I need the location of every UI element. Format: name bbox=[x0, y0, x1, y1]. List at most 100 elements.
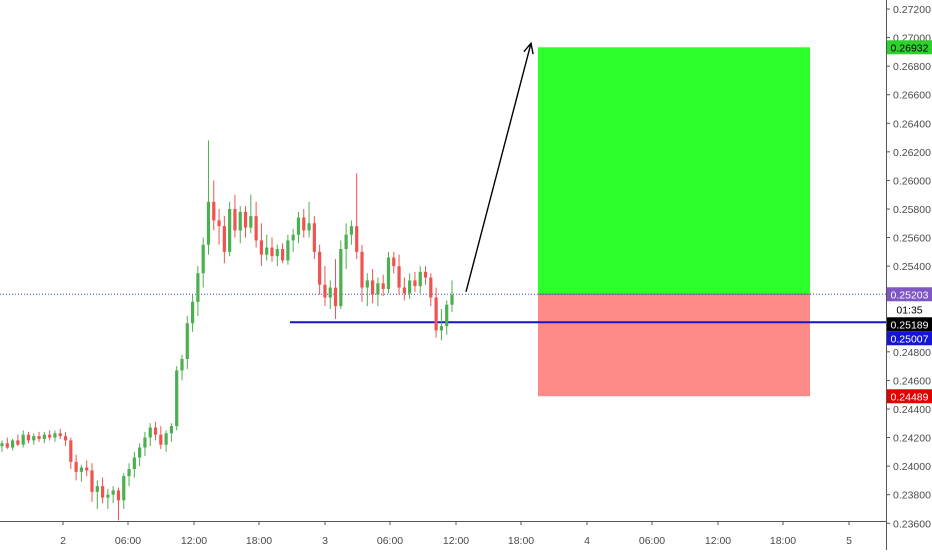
candle bbox=[233, 194, 237, 238]
candle bbox=[63, 431, 68, 447]
candle bbox=[370, 268, 375, 304]
candle-body bbox=[386, 257, 391, 289]
candle bbox=[26, 431, 31, 444]
candle-body bbox=[122, 476, 126, 501]
candle-body bbox=[429, 277, 433, 298]
candle-body bbox=[185, 323, 189, 359]
countdown-price-label: 01:35 bbox=[887, 302, 932, 317]
candle bbox=[360, 244, 364, 302]
y-tick-label: 0.23600 bbox=[893, 518, 931, 530]
candle-body bbox=[37, 436, 41, 439]
candle-body bbox=[376, 283, 380, 295]
current-price-label-bg bbox=[887, 317, 932, 332]
candle bbox=[328, 280, 332, 309]
candle bbox=[122, 473, 126, 509]
candle-body bbox=[116, 490, 121, 501]
candle-body bbox=[58, 433, 62, 437]
candle bbox=[74, 454, 78, 481]
candle bbox=[53, 430, 57, 442]
candle-body bbox=[286, 240, 290, 261]
candle-body bbox=[164, 433, 168, 445]
y-tick-label: 0.24200 bbox=[893, 433, 931, 445]
candle bbox=[365, 273, 369, 307]
candle bbox=[275, 244, 279, 267]
candle-body bbox=[10, 440, 15, 448]
candle-body bbox=[381, 283, 385, 289]
candle bbox=[95, 480, 99, 509]
candle-body bbox=[238, 211, 242, 231]
candle bbox=[386, 251, 391, 294]
candle-body bbox=[201, 244, 205, 274]
candle-body bbox=[265, 247, 269, 255]
candle bbox=[100, 477, 105, 504]
candle bbox=[148, 423, 152, 447]
candle-body bbox=[32, 436, 36, 441]
candle-body bbox=[397, 266, 401, 288]
candle-body bbox=[212, 201, 216, 221]
target-zone[interactable] bbox=[538, 47, 810, 295]
candle bbox=[143, 431, 147, 457]
y-tick-label: 0.25400 bbox=[893, 261, 931, 273]
candle-body bbox=[318, 251, 322, 285]
y-tick-label: 0.26200 bbox=[893, 147, 931, 159]
candle-body bbox=[370, 280, 375, 295]
candle bbox=[423, 266, 428, 285]
candle bbox=[429, 273, 433, 307]
candle bbox=[249, 194, 253, 234]
candle bbox=[243, 206, 248, 238]
candle bbox=[159, 426, 163, 449]
candle-body bbox=[413, 280, 417, 287]
stop-zone[interactable] bbox=[538, 294, 810, 397]
candle bbox=[408, 273, 412, 299]
x-tick-label: 18:00 bbox=[508, 535, 534, 547]
candle-body bbox=[339, 248, 343, 307]
candle bbox=[175, 366, 179, 431]
candle bbox=[286, 234, 290, 265]
candle-body bbox=[233, 208, 237, 231]
candle bbox=[302, 208, 306, 238]
candle-body bbox=[296, 217, 301, 235]
candle-body bbox=[148, 427, 152, 438]
candle bbox=[450, 280, 454, 312]
arrow-head[interactable] bbox=[523, 41, 534, 55]
candle bbox=[228, 201, 232, 257]
x-tick-label: 12:00 bbox=[705, 535, 731, 547]
countdown-price-label-bg bbox=[887, 302, 932, 317]
candle bbox=[280, 243, 285, 264]
y-tick-label: 0.24000 bbox=[893, 461, 931, 473]
candle bbox=[185, 316, 189, 369]
candle bbox=[5, 437, 9, 449]
candle bbox=[344, 223, 348, 269]
candle bbox=[392, 251, 396, 274]
x-tick-label: 18:00 bbox=[770, 535, 796, 547]
candle-body bbox=[5, 443, 9, 448]
candle bbox=[222, 216, 226, 264]
candle bbox=[42, 431, 46, 444]
candle-body bbox=[95, 486, 99, 492]
arrow-shaft[interactable] bbox=[465, 43, 532, 293]
candle bbox=[190, 294, 195, 332]
candle-body bbox=[190, 301, 195, 324]
candle bbox=[106, 488, 110, 509]
candle bbox=[333, 258, 338, 319]
target-price-label-bg bbox=[887, 40, 932, 55]
candle-body bbox=[85, 467, 89, 471]
candle-body bbox=[323, 284, 327, 298]
candle bbox=[296, 211, 301, 244]
candle-body bbox=[249, 216, 253, 228]
candle bbox=[21, 430, 25, 448]
candle-body bbox=[222, 226, 226, 252]
candle bbox=[323, 266, 327, 307]
y-tick-label: 0.24400 bbox=[893, 404, 931, 416]
candle-body bbox=[402, 287, 406, 294]
candle-body bbox=[106, 494, 110, 498]
candle bbox=[164, 430, 168, 452]
candle-body bbox=[159, 434, 163, 445]
stop-price-label-bg bbox=[887, 389, 932, 404]
candle-body bbox=[270, 247, 274, 257]
countdown-price-label-text: 01:35 bbox=[896, 304, 922, 316]
candle bbox=[79, 464, 84, 482]
y-tick-label: 0.24800 bbox=[893, 347, 931, 359]
